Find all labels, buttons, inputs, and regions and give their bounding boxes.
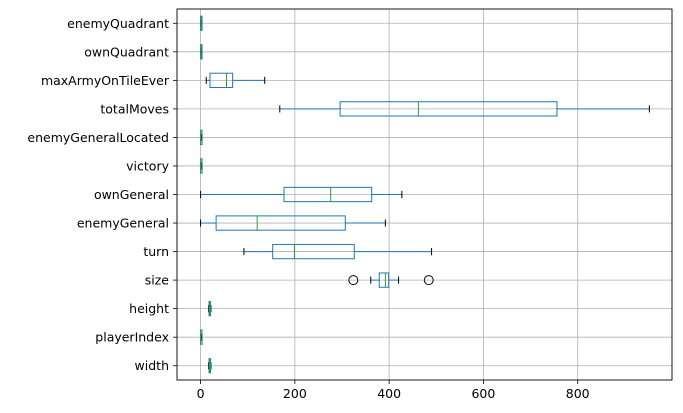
y-tick-label: size [145,273,170,288]
box-ownGeneral [200,186,403,203]
box-height [208,301,212,317]
x-tick-label: 800 [566,386,590,401]
x-tick-label: 400 [377,386,401,401]
outlier-point [423,275,434,286]
y-tick-label: turn [143,244,169,259]
box-width [208,358,212,374]
outlier-point [348,275,359,286]
box-enemyQuadrant [200,15,203,31]
y-tick-label: width [135,358,169,373]
y-tick-label: enemyGeneral [77,216,169,231]
iqr-box [283,186,373,203]
x-tick-label: 200 [283,386,307,401]
box-series [200,15,650,374]
iqr-box [339,101,558,117]
y-tick-label: height [129,301,169,316]
box-totalMoves [279,101,650,117]
y-tick-label: enemyQuadrant [67,16,169,31]
y-tick-label: maxArmyOnTileEver [41,73,170,88]
box-size [348,272,434,288]
box-playerIndex [200,329,203,345]
box-victory [200,158,203,174]
y-tick-label: victory [126,158,169,173]
box-ownQuadrant [200,44,203,60]
box-enemyGeneral [200,215,386,231]
iqr-box [378,272,390,288]
box-maxArmyOnTileEver [205,72,266,88]
y-tick-label: enemyGeneralLocated [27,130,169,145]
x-tick-label: 0 [197,386,205,401]
iqr-box [209,72,234,88]
y-axis: enemyQuadrant ownQuadrant maxArmyOnTileEve… [27,16,177,373]
iqr-box [272,243,355,260]
box-enemyGeneralLocated [200,129,203,146]
y-tick-label: ownGeneral [94,187,169,202]
x-axis: 0 200 400 600 800 [197,380,590,401]
y-tick-label: ownQuadrant [84,44,169,59]
box-turn [243,243,433,260]
y-tick-label: playerIndex [95,330,169,345]
x-tick-label: 600 [471,386,495,401]
iqr-box [215,215,346,231]
y-tick-label: totalMoves [100,101,169,116]
